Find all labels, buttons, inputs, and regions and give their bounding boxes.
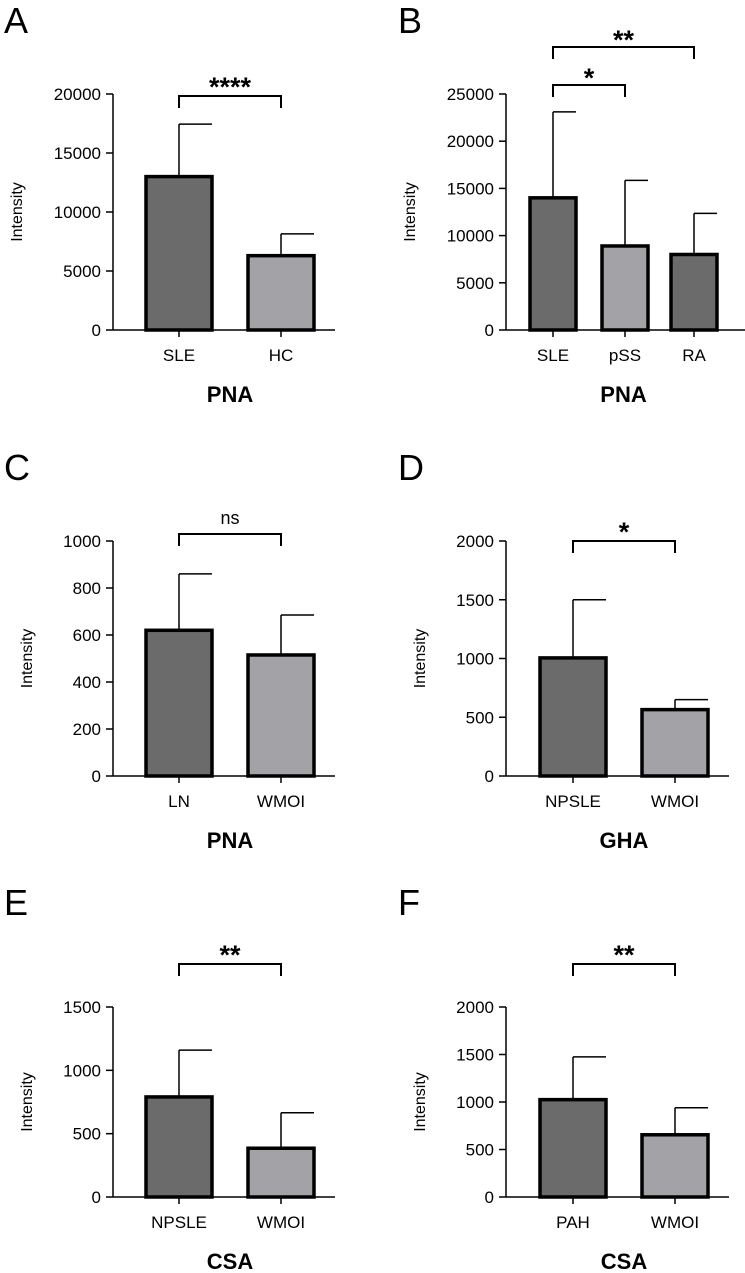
y-tick-label: 600 xyxy=(73,626,101,645)
y-tick-label: 10000 xyxy=(447,227,494,246)
panel-letter: C xyxy=(4,447,30,488)
bar xyxy=(538,656,608,778)
bar xyxy=(246,253,316,332)
significance-label: * xyxy=(619,517,630,547)
y-tick-label: 15000 xyxy=(447,179,494,198)
y-tick-label: 0 xyxy=(485,1188,494,1207)
y-tick-label: 0 xyxy=(92,767,101,786)
significance-label: ** xyxy=(219,940,241,970)
y-tick-label: 25000 xyxy=(447,85,494,104)
x-axis-label: CSA xyxy=(207,1249,254,1273)
bar xyxy=(144,628,214,778)
x-tick-label: NPSLE xyxy=(151,1213,207,1232)
x-axis-label: PNA xyxy=(207,382,254,407)
y-tick-label: 2000 xyxy=(456,532,494,551)
y-tick-label: 500 xyxy=(466,1141,494,1160)
x-tick-label: WMOI xyxy=(257,1213,305,1232)
significance-label: ** xyxy=(613,25,635,55)
y-tick-label: 20000 xyxy=(447,132,494,151)
bar xyxy=(600,244,650,332)
y-axis-label: Intensity xyxy=(19,1072,36,1132)
y-tick-label: 1500 xyxy=(456,1046,494,1065)
significance-label: ** xyxy=(613,940,635,970)
y-tick-label: 200 xyxy=(73,720,101,739)
y-tick-label: 1000 xyxy=(456,1093,494,1112)
y-tick-label: 500 xyxy=(73,1125,101,1144)
significance-bracket xyxy=(178,963,282,976)
y-tick-label: 1000 xyxy=(63,1061,101,1080)
bar xyxy=(246,1146,316,1199)
y-tick-label: 1500 xyxy=(456,591,494,610)
significance-bracket xyxy=(178,533,282,546)
y-tick-label: 0 xyxy=(92,1188,101,1207)
y-tick-label: 5000 xyxy=(456,274,494,293)
x-tick-label: WMOI xyxy=(651,1213,699,1232)
x-axis-label: PNA xyxy=(207,828,254,853)
significance-bracket xyxy=(572,540,676,553)
x-tick-label: HC xyxy=(269,346,294,365)
panel-letter: F xyxy=(398,882,420,923)
y-tick-label: 800 xyxy=(73,579,101,598)
x-tick-label: WMOI xyxy=(651,792,699,811)
bar xyxy=(538,1097,608,1199)
x-tick-label: RA xyxy=(682,346,706,365)
y-tick-label: 1500 xyxy=(63,998,101,1017)
y-tick-label: 0 xyxy=(485,321,494,340)
significance-label: **** xyxy=(209,72,252,102)
chart-panel-b: B 0 5000 10000 15000 20000 25000 Intensity SLE pS… xyxy=(398,0,745,407)
significance-bracket xyxy=(552,84,626,97)
x-tick-label: PAH xyxy=(556,1213,590,1232)
bar xyxy=(246,653,316,778)
y-tick-label: 0 xyxy=(485,767,494,786)
y-axis-label: Intensity xyxy=(19,629,36,689)
significance-label: ns xyxy=(220,508,239,528)
significance-bracket xyxy=(572,963,676,976)
y-tick-label: 10000 xyxy=(54,203,101,222)
significance-bracket xyxy=(552,46,695,59)
x-tick-label: LN xyxy=(168,792,190,811)
bar xyxy=(669,252,719,332)
y-tick-label: 500 xyxy=(466,708,494,727)
y-axis-label: Intensity xyxy=(9,182,26,242)
x-axis-label: PNA xyxy=(600,382,647,407)
y-tick-label: 1000 xyxy=(63,532,101,551)
x-axis-label: CSA xyxy=(601,1249,648,1273)
x-tick-label: SLE xyxy=(537,346,569,365)
bar xyxy=(144,1095,214,1199)
x-tick-label: WMOI xyxy=(257,792,305,811)
panel-letter: B xyxy=(398,0,422,41)
y-tick-label: 2000 xyxy=(456,998,494,1017)
y-tick-label: 5000 xyxy=(63,262,101,281)
panel-letter: E xyxy=(4,882,28,923)
bar xyxy=(640,707,710,778)
bar xyxy=(528,196,578,332)
y-axis-label: Intensity xyxy=(402,182,419,242)
y-tick-label: 400 xyxy=(73,673,101,692)
bar xyxy=(640,1133,710,1199)
y-axis-label: Intensity xyxy=(412,1072,429,1132)
x-tick-label: SLE xyxy=(163,346,195,365)
y-tick-label: 15000 xyxy=(54,144,101,163)
y-tick-label: 0 xyxy=(92,321,101,340)
significance-label: * xyxy=(584,63,595,93)
panel-letter: D xyxy=(398,447,424,488)
chart-panel-a: A 0 5000 10000 15000 20000 Intensity SLE HC PNA **… xyxy=(4,0,335,407)
significance-bracket xyxy=(178,95,282,108)
x-axis-label: GHA xyxy=(600,828,649,853)
x-tick-label: pSS xyxy=(609,346,641,365)
x-tick-label: NPSLE xyxy=(545,792,601,811)
y-tick-label: 20000 xyxy=(54,85,101,104)
y-tick-label: 1000 xyxy=(456,650,494,669)
bar xyxy=(144,174,214,332)
panel-letter: A xyxy=(4,0,28,41)
y-axis-label: Intensity xyxy=(412,629,429,689)
